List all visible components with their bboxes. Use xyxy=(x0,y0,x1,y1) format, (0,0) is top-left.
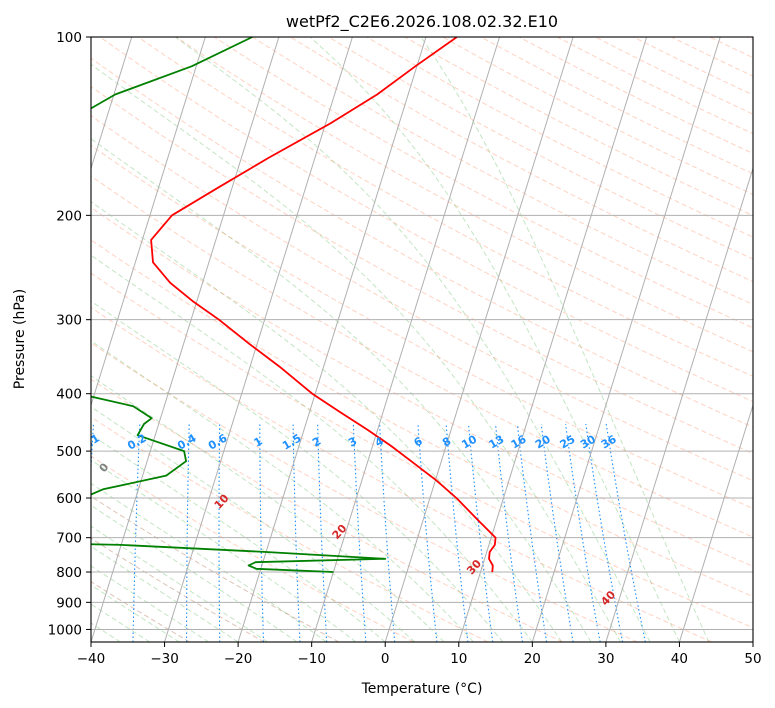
dry-adiabat-line xyxy=(91,272,753,629)
x-tick-label: 0 xyxy=(381,651,390,667)
isotherm-gridline xyxy=(384,37,574,642)
mixing-ratio-line xyxy=(540,423,574,642)
dry-adiabat-line xyxy=(99,37,753,403)
dry-adiabat-line xyxy=(91,57,753,428)
dry-adiabat-line xyxy=(91,175,753,538)
x-tick-label: −30 xyxy=(150,651,179,667)
x-tick-label: −10 xyxy=(297,651,326,667)
y-tick-label: 500 xyxy=(56,444,82,460)
dry-adiabat-line xyxy=(290,37,753,282)
dry-adiabat-line xyxy=(91,115,753,482)
moist-adiabat-line xyxy=(175,37,651,642)
moist-adiabat-line xyxy=(91,300,504,642)
dry-adiabat-line xyxy=(252,37,753,305)
dry-adiabat-line xyxy=(91,378,563,642)
moist-adiabat-line xyxy=(91,138,592,642)
y-tick-label: 100 xyxy=(56,30,82,46)
isotherm-gridline xyxy=(458,37,648,642)
x-tick-label: 20 xyxy=(524,651,541,667)
isotherm-gridline xyxy=(91,37,206,407)
grid xyxy=(91,37,753,642)
dry-adiabat-line xyxy=(91,306,713,642)
moist-adiabat-line xyxy=(420,37,710,642)
isotherm-gridline xyxy=(91,37,280,642)
y-tick-label: 1000 xyxy=(48,622,82,638)
isotherm-gridline xyxy=(531,37,721,642)
mixing-ratio-line xyxy=(516,423,548,642)
isotherm-gridline xyxy=(91,37,133,170)
moist-adiabats xyxy=(91,37,710,642)
isotherm-gridline xyxy=(605,166,753,642)
moist-adiabat-line xyxy=(91,433,386,642)
y-tick-label: 800 xyxy=(56,565,82,581)
plot-area: 0.10.20.40.611.52346810131620253036-100-… xyxy=(78,37,753,642)
y-tick-label: 300 xyxy=(56,313,82,329)
moist-adiabat-line xyxy=(91,459,357,642)
moist-adiabat-line xyxy=(91,406,415,642)
mixing-ratio-line xyxy=(565,423,601,642)
isotherm-gridline xyxy=(311,37,501,642)
y-axis: 100 200 300 400 500 600 700 800 900 1000 xyxy=(48,30,91,638)
y-tick-label: 600 xyxy=(56,491,82,507)
y-tick-label: 400 xyxy=(56,387,82,403)
x-tick-label: −40 xyxy=(77,651,106,667)
isotherm-gridline xyxy=(237,37,427,642)
y-tick-label: 200 xyxy=(56,208,82,224)
dry-adiabat-line xyxy=(91,537,265,642)
dry-adiabat-line xyxy=(91,85,753,455)
x-tick-label: −20 xyxy=(224,651,253,667)
dry-adiabat-line xyxy=(91,342,638,642)
x-tick-label: 30 xyxy=(597,651,614,667)
y-tick-label: 700 xyxy=(56,531,82,547)
isotherm-gridline xyxy=(678,403,753,642)
moist-adiabat-line xyxy=(91,254,533,642)
mixing-ratio-line xyxy=(585,423,624,642)
profiles xyxy=(91,37,497,573)
temperature-profile xyxy=(150,37,497,573)
mixing-ratio-label: 0.1 xyxy=(78,432,101,453)
x-axis-label: Temperature (°C) xyxy=(361,681,483,697)
dry-adiabat-line xyxy=(91,239,753,598)
moist-adiabat-line xyxy=(91,375,445,642)
moist-adiabat-line xyxy=(91,340,474,642)
x-tick-label: 40 xyxy=(671,651,688,667)
moist-adiabat-line xyxy=(91,603,151,642)
moist-adiabat-line xyxy=(309,37,680,642)
plot-frame xyxy=(90,36,754,643)
chart-title: wetPf2_C2E6.2026.108.02.32.E10 xyxy=(286,12,558,32)
isotherm-gridline xyxy=(164,37,353,642)
x-tick-label: 10 xyxy=(450,651,467,667)
mixing-ratio-line xyxy=(605,423,646,642)
x-tick-label: 50 xyxy=(744,651,761,667)
dewpoint-profile xyxy=(91,37,387,573)
dry-adiabat-line xyxy=(91,581,190,642)
mixing-ratio-lines xyxy=(91,423,646,642)
y-tick-label: 900 xyxy=(56,595,82,611)
x-axis: −40 −30 −20 −10 0 10 20 30 40 50 xyxy=(77,642,762,667)
moist-adiabat-line xyxy=(91,63,622,642)
y-axis-label: Pressure (hPa) xyxy=(12,289,28,389)
dry-adiabat-line xyxy=(91,144,753,510)
